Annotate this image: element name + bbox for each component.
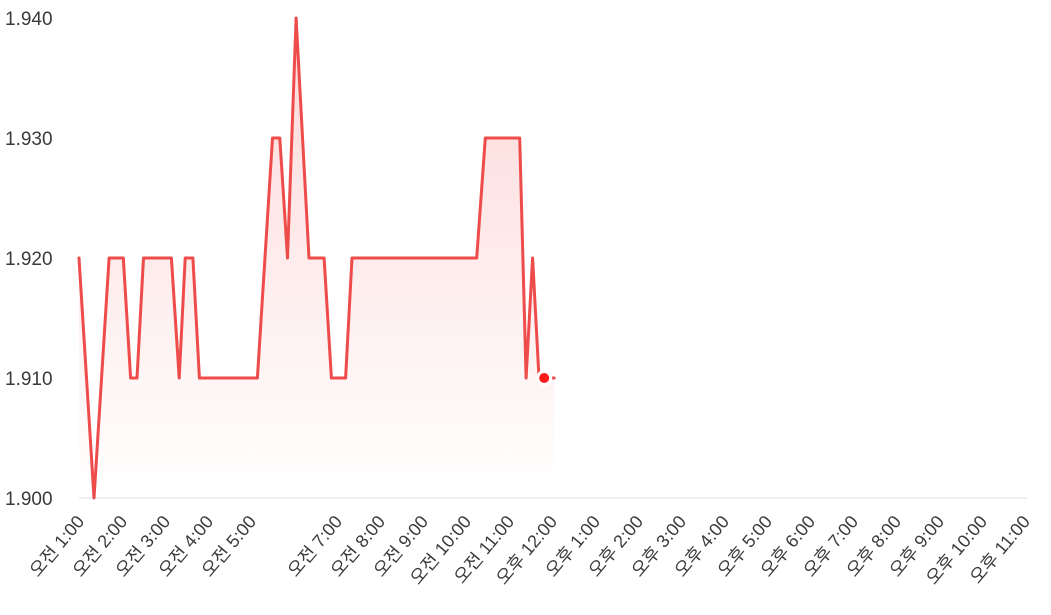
y-tick-label: 1.920 [5, 249, 53, 270]
y-tick-label: 1.910 [5, 369, 53, 390]
y-axis-tick-labels: 1.940 1.930 1.920 1.910 1.900 [5, 9, 53, 510]
y-tick-label: 1.940 [5, 9, 53, 30]
series-line [77, 16, 556, 500]
last-point-marker-group [536, 370, 553, 386]
y-tick-label: 1.900 [5, 489, 53, 510]
last-point-marker[interactable] [539, 373, 550, 383]
series-line-group [77, 16, 556, 500]
y-tick-label: 1.930 [5, 129, 53, 150]
